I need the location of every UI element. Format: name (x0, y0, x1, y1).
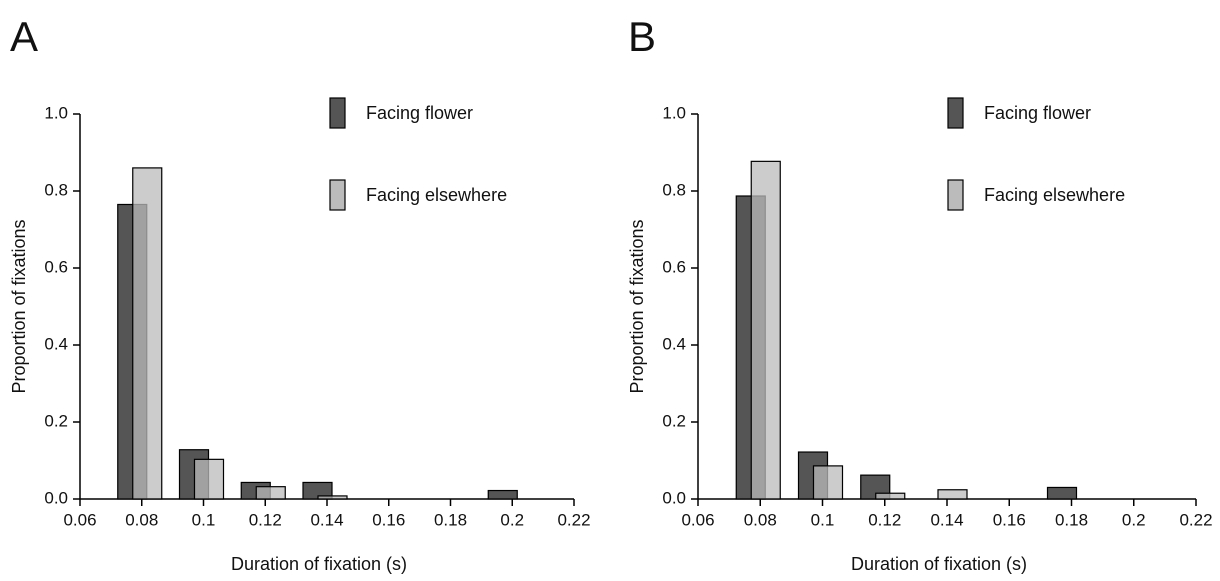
panel-label: B (628, 13, 656, 60)
x-tick-label: 0.14 (930, 510, 963, 529)
bar (812, 465, 844, 500)
x-tick-label: 0.08 (744, 510, 777, 529)
y-tick-label: 0.2 (44, 411, 68, 430)
y-tick-label: 0.4 (662, 334, 686, 353)
y-tick-label: 0.0 (44, 488, 68, 507)
y-axis-label: Proportion of fixations (9, 219, 29, 393)
legend-swatch (329, 97, 346, 129)
legend-swatch (947, 179, 964, 211)
x-tick-label: 0.06 (63, 510, 96, 529)
x-tick-label: 0.16 (993, 510, 1026, 529)
x-tick-label: 0.22 (1179, 510, 1212, 529)
x-tick-label: 0.2 (500, 510, 524, 529)
y-tick-label: 1.0 (44, 103, 68, 122)
y-tick-label: 0.0 (662, 488, 686, 507)
y-tick-label: 0.2 (662, 411, 686, 430)
y-tick-label: 0.8 (662, 180, 686, 199)
x-tick-label: 0.18 (1055, 510, 1088, 529)
x-axis-label: Duration of fixation (s) (231, 554, 407, 574)
legend-swatch (947, 97, 964, 129)
x-tick-label: 0.12 (868, 510, 901, 529)
legend-swatch (329, 179, 346, 211)
x-tick-label: 0.08 (125, 510, 158, 529)
legend-label: Facing elsewhere (984, 185, 1125, 205)
panel: A 0.0 0.2 0.4 0.6 0.8 1.0 0.06 0.08 0.1 0.12 0.14 0.… (9, 13, 591, 574)
y-tick-label: 0.4 (44, 334, 68, 353)
x-tick-label: 0.1 (811, 510, 835, 529)
panel: B 0.0 0.2 0.4 0.6 0.8 1.0 0.06 0.08 0.1 0.12 0.14 0.… (627, 13, 1213, 574)
y-tick-label: 0.8 (44, 180, 68, 199)
bar (750, 160, 781, 500)
y-tick-label: 1.0 (662, 103, 686, 122)
x-tick-label: 0.18 (434, 510, 467, 529)
x-tick-label: 0.2 (1122, 510, 1146, 529)
y-tick-label: 0.6 (44, 257, 68, 276)
x-tick-label: 0.16 (372, 510, 405, 529)
bar (255, 486, 286, 500)
panel-label: A (10, 13, 38, 60)
x-axis-label: Duration of fixation (s) (851, 554, 1027, 574)
x-tick-label: 0.1 (192, 510, 216, 529)
legend-label: Facing flower (366, 103, 473, 123)
bar (487, 489, 518, 500)
bar (317, 495, 348, 500)
x-tick-label: 0.06 (681, 510, 714, 529)
bar (132, 167, 163, 500)
legend-label: Facing flower (984, 103, 1091, 123)
bar (193, 458, 225, 500)
x-tick-label: 0.14 (310, 510, 343, 529)
y-tick-label: 0.6 (662, 257, 686, 276)
y-axis-label: Proportion of fixations (627, 219, 647, 393)
x-tick-label: 0.12 (249, 510, 282, 529)
legend-label: Facing elsewhere (366, 185, 507, 205)
bar (875, 492, 906, 500)
bar (1046, 486, 1078, 500)
bar (937, 489, 968, 500)
x-tick-label: 0.22 (557, 510, 590, 529)
